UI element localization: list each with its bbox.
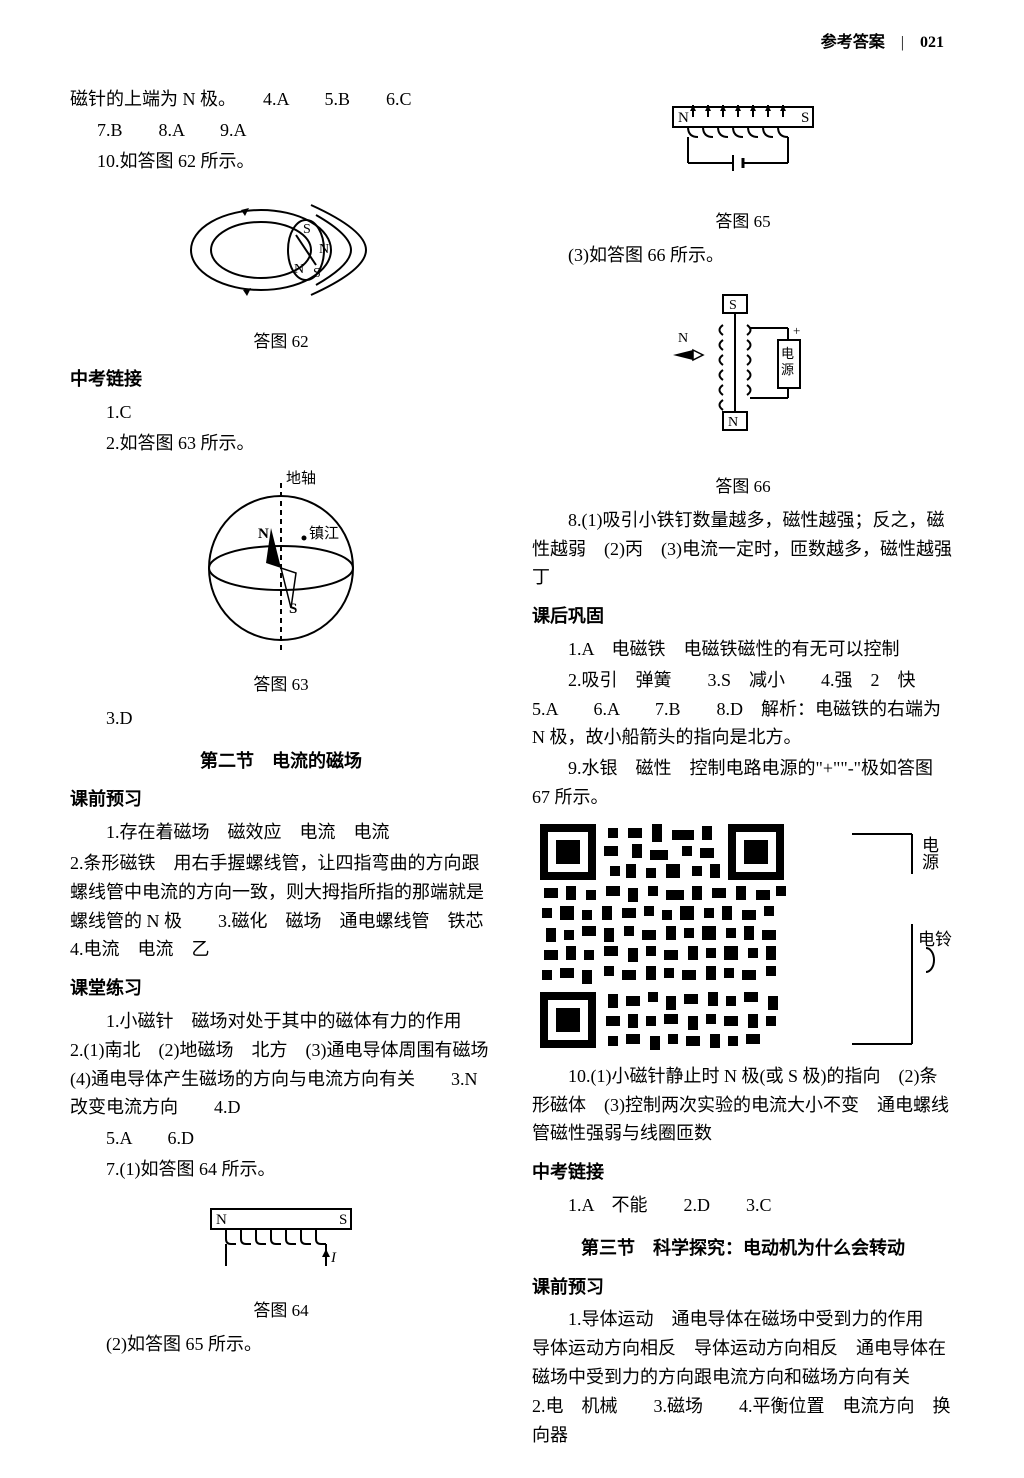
- right-column: N S 答图 65 (3)如答图 66 所示。: [532, 85, 954, 1451]
- practice-2: 5.A 6.D: [70, 1124, 492, 1153]
- svg-text:N: N: [678, 110, 689, 126]
- zhongkao-title: 中考链接: [70, 365, 492, 394]
- practice-5: (3)如答图 66 所示。: [532, 241, 954, 270]
- svg-text:S: S: [729, 298, 737, 313]
- figure-67-qr: 电源 电铃: [532, 816, 952, 1056]
- figure-64: N S I 答图 64: [70, 1194, 492, 1324]
- figure-62: S N N S 答图 62: [70, 185, 492, 355]
- svg-text:S: S: [303, 222, 311, 237]
- left-line1: 磁针的上端为 N 极。 4.A 5.B 6.C: [70, 85, 492, 114]
- svg-text:源: 源: [781, 362, 794, 377]
- fig63-city-label: 镇江: [309, 525, 339, 542]
- figure-62-svg: S N N S: [181, 185, 381, 315]
- svg-text:S: S: [289, 601, 297, 617]
- header-title: 参考答案: [821, 34, 885, 51]
- svg-text:S: S: [313, 266, 321, 281]
- practice-6: 8.(1)吸引小铁钉数量越多，磁性越强；反之，磁性越弱 (2)丙 (3)电流一定…: [532, 506, 954, 592]
- figure-63-svg: 地轴 镇江 N S: [176, 468, 386, 658]
- preview3-title: 课前预习: [532, 1273, 954, 1302]
- svg-text:I: I: [330, 1250, 337, 1266]
- figure-66-svg: S N N 电 源 +: [638, 280, 848, 460]
- left-column: 磁针的上端为 N 极。 4.A 5.B 6.C 7.B 8.A 9.A 10.如…: [70, 85, 492, 1451]
- figure-63-caption: 答图 63: [70, 671, 492, 698]
- hw-2: 2.吸引 弹簧 3.S 减小 4.强 2 快 5.A 6.A 7.B 8.D 解…: [532, 666, 954, 752]
- figure-65-caption: 答图 65: [532, 208, 954, 235]
- figure-65-svg: N S: [643, 95, 843, 195]
- practice-1: 1.小磁针 磁场对处于其中的磁体有力的作用 2.(1)南北 (2)地磁场 北方 …: [70, 1007, 492, 1122]
- svg-text:+: +: [793, 323, 800, 338]
- figure-66: S N N 电 源 + 答图 66: [532, 280, 954, 500]
- preview-p2: 2.条形磁铁 用右手握螺线管，让四指弯曲的方向跟螺线管中电流的方向一致，则大拇指…: [70, 849, 492, 964]
- header-sep: |: [901, 34, 904, 51]
- svg-text:N: N: [319, 242, 329, 257]
- content-columns: 磁针的上端为 N 极。 4.A 5.B 6.C 7.B 8.A 9.A 10.如…: [70, 85, 954, 1451]
- hw-1: 1.A 电磁铁 电磁铁磁性的有无可以控制: [532, 635, 954, 664]
- figure-64-svg: N S I: [181, 1194, 381, 1284]
- zk-2: 2.如答图 63 所示。: [70, 429, 492, 458]
- practice-4: (2)如答图 65 所示。: [70, 1330, 492, 1359]
- hw-3: 9.水银 磁性 控制电路电源的"+""-"极如答图 67 所示。: [532, 754, 954, 812]
- figure-66-caption: 答图 66: [532, 473, 954, 500]
- svg-text:电: 电: [781, 346, 794, 361]
- svg-text:S: S: [801, 110, 809, 126]
- figure-64-caption: 答图 64: [70, 1297, 492, 1324]
- svg-text:N: N: [216, 1212, 227, 1228]
- preview-title: 课前预习: [70, 785, 492, 814]
- svg-text:S: S: [339, 1212, 347, 1228]
- zk-1: 1.C: [70, 398, 492, 427]
- fig63-axis-label: 地轴: [286, 470, 316, 487]
- section2-title: 第二节 电流的磁场: [70, 747, 492, 776]
- preview-p1: 1.存在着磁场 磁效应 电流 电流: [70, 818, 492, 847]
- zk-3: 3.D: [70, 704, 492, 733]
- svg-text:N: N: [728, 415, 738, 430]
- svg-text:N: N: [678, 331, 688, 346]
- svg-text:N: N: [294, 262, 304, 277]
- left-line3: 10.如答图 62 所示。: [70, 147, 492, 176]
- page-header: 参考答案 | 021: [821, 30, 944, 56]
- fig67-wires: [852, 824, 922, 1054]
- figure-62-caption: 答图 62: [70, 328, 492, 355]
- zhongkao2-title: 中考链接: [532, 1158, 954, 1187]
- figure-65: N S 答图 65: [532, 95, 954, 235]
- svg-text:N: N: [258, 526, 269, 542]
- left-line2: 7.B 8.A 9.A: [70, 116, 492, 145]
- section3-title: 第三节 科学探究：电动机为什么会转动: [532, 1234, 954, 1263]
- figure-63: 地轴 镇江 N S 答图 63: [70, 468, 492, 698]
- homework-title: 课后巩固: [532, 602, 954, 631]
- hw-4: 10.(1)小磁针静止时 N 极(或 S 极)的指向 (2)条形磁体 (3)控制…: [532, 1062, 954, 1148]
- practice-3: 7.(1)如答图 64 所示。: [70, 1155, 492, 1184]
- qr-code-svg: [532, 816, 812, 1056]
- practice-title: 课堂练习: [70, 974, 492, 1003]
- zk-b1: 1.A 不能 2.D 3.C: [532, 1191, 954, 1220]
- header-page: 021: [920, 34, 944, 51]
- s3-p1: 1.导体运动 通电导体在磁场中受到力的作用 导体运动方向相反 导体运动方向相反 …: [532, 1305, 954, 1449]
